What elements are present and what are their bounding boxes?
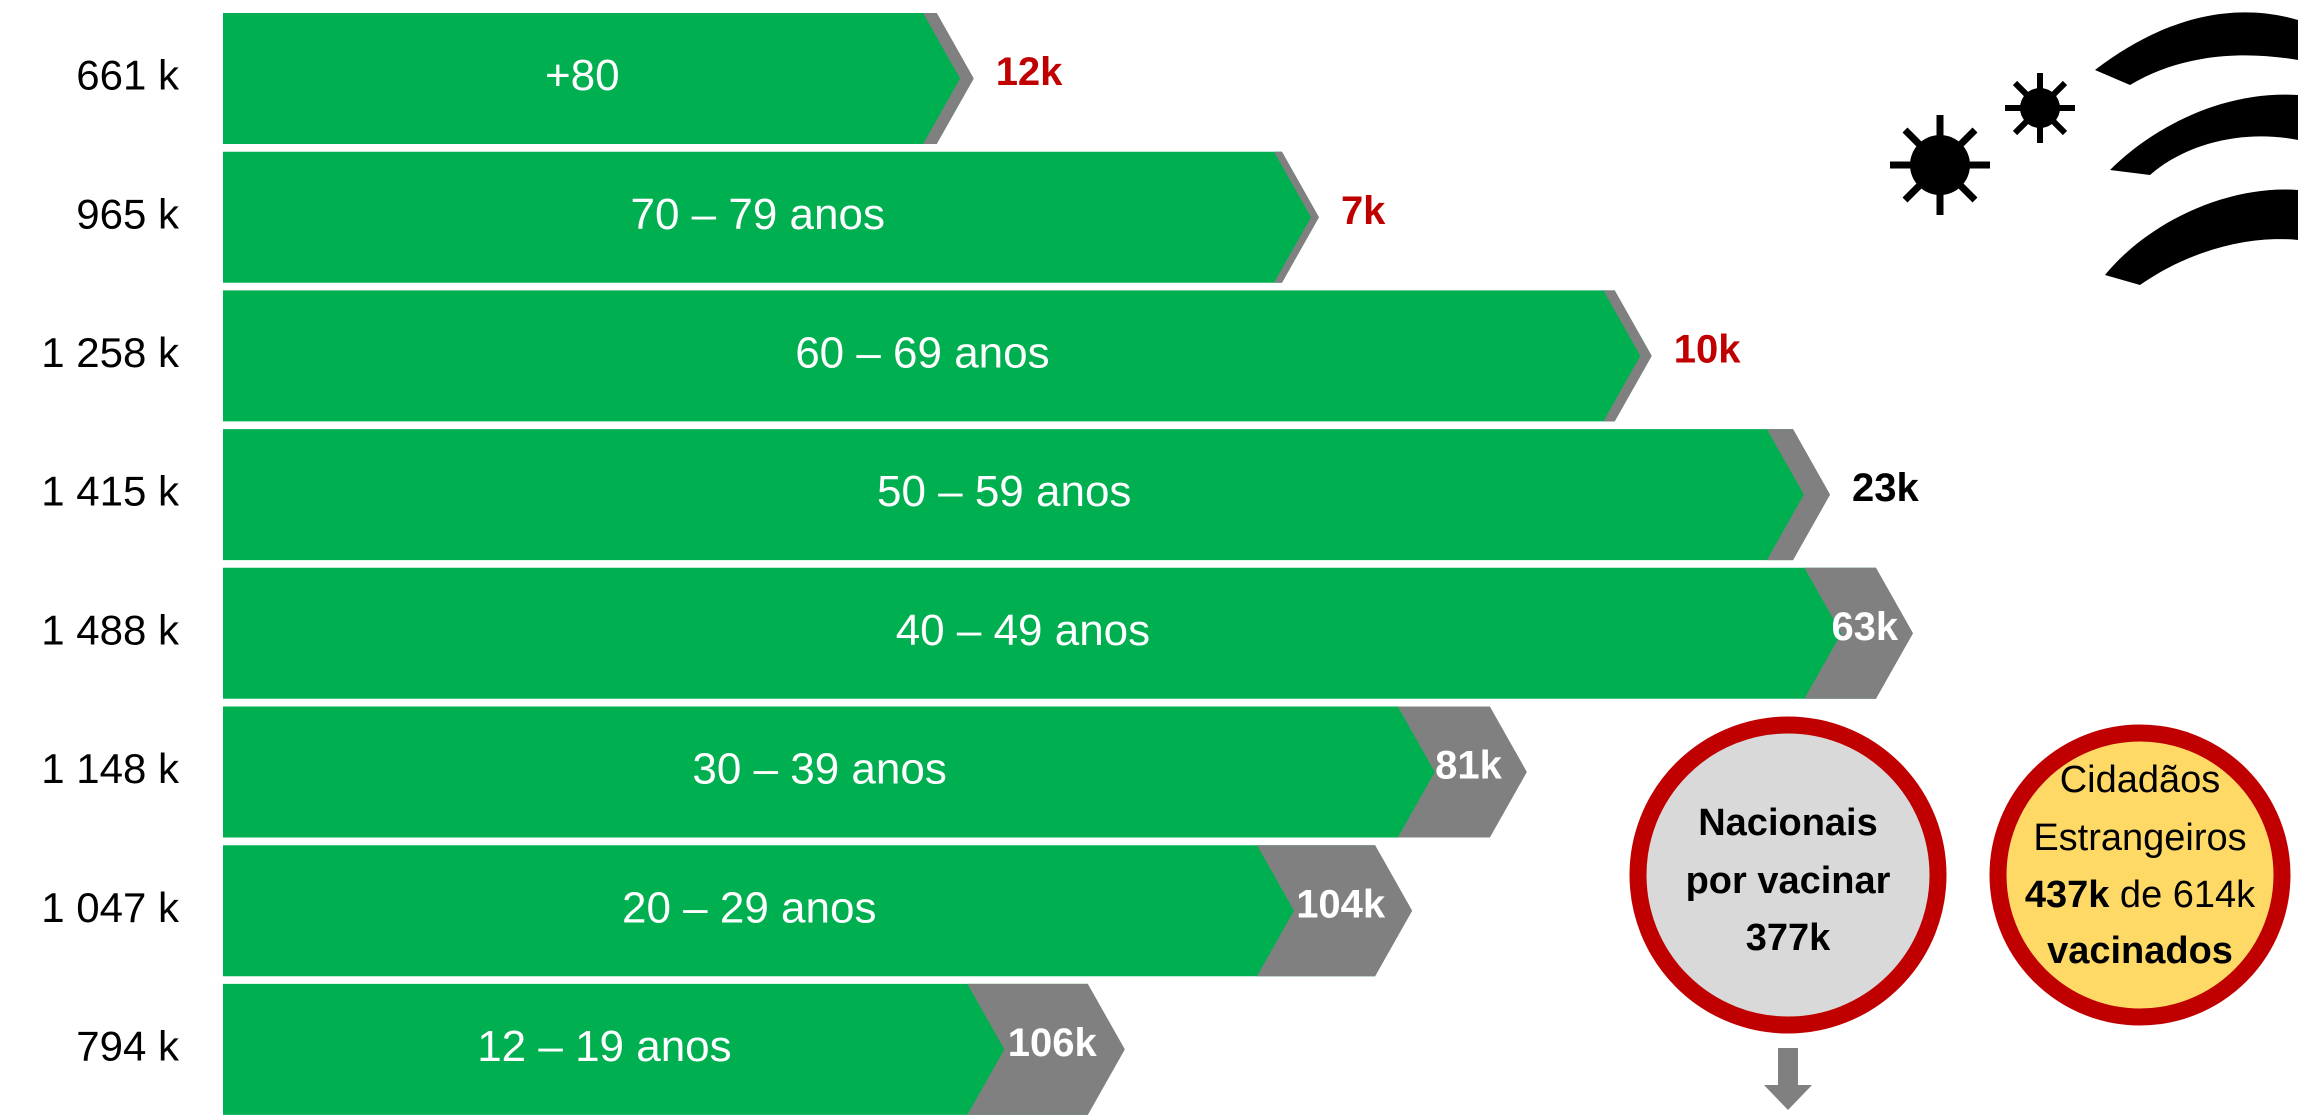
population-label: 1 258 k — [41, 329, 180, 376]
annotation-text: 377k — [1746, 917, 1831, 959]
bar-unvaccinated — [923, 13, 974, 144]
population-label: 1 488 k — [41, 606, 180, 653]
bar-unvaccinated — [1397, 706, 1527, 838]
value-label: 63k — [1831, 605, 1898, 649]
annotation-text: Estrangeiros — [2033, 817, 2246, 859]
bar — [223, 845, 1413, 977]
annotation-text: vacinados — [2047, 930, 2233, 972]
bar — [223, 983, 1125, 1115]
bar-unvaccinated — [1256, 845, 1413, 977]
bar — [223, 151, 1319, 283]
bar — [223, 13, 974, 144]
population-label: 1 415 k — [41, 468, 180, 515]
category-label: 12 – 19 anos — [477, 1022, 731, 1071]
annotation-text: Cidadãos — [2060, 759, 2221, 801]
category-label: +80 — [545, 51, 620, 100]
category-label: 70 – 79 anos — [631, 190, 885, 239]
value-label: 12k — [996, 50, 1063, 94]
decoration — [2095, 12, 2298, 285]
value-label: 7k — [1341, 189, 1386, 233]
virus-icon — [1890, 73, 2075, 215]
category-label: 40 – 49 anos — [896, 606, 1150, 655]
bar — [223, 567, 1913, 699]
annotation-rest: de 614k — [2109, 874, 2256, 916]
bar — [223, 429, 1831, 561]
category-label: 30 – 39 anos — [692, 745, 946, 794]
value-label: 23k — [1852, 466, 1919, 510]
estrangeiros-circle: Cidadãos Estrangeiros 437k de 614k vacin… — [1989, 724, 2291, 1026]
circle — [1989, 724, 2291, 1026]
circle — [1629, 716, 1947, 1034]
category-label: 50 – 59 anos — [877, 467, 1131, 516]
value-label: 10k — [1674, 327, 1741, 371]
bar-unvaccinated — [1804, 567, 1913, 699]
bar-unvaccinated — [1603, 290, 1652, 422]
population-label: 965 k — [76, 190, 180, 237]
bar — [223, 290, 1652, 422]
bars: 661 k +80 12k 965 k 70 – 79 anos 7k 1 258 k 60 … — [41, 13, 1920, 1115]
virus-icons — [1890, 12, 2298, 285]
down-arrow — [1764, 1048, 1812, 1110]
bar — [223, 706, 1527, 838]
population-label: 794 k — [76, 1022, 180, 1069]
nacionais-circle: Nacionais por vacinar 377k — [1629, 716, 1947, 1110]
value-label: 106k — [1008, 1021, 1098, 1065]
population-label: 1 047 k — [41, 884, 180, 931]
bar-unvaccinated — [967, 983, 1125, 1115]
annotation-text: por vacinar — [1686, 860, 1891, 902]
value-label: 81k — [1435, 744, 1502, 788]
population-label: 1 148 k — [41, 745, 180, 792]
annotation-bold: 437k — [2025, 874, 2110, 916]
annotation-text: Nacionais — [1698, 802, 1878, 844]
bar-unvaccinated — [1274, 151, 1319, 283]
bar-unvaccinated — [1766, 429, 1831, 561]
category-label: 20 – 29 anos — [622, 883, 876, 932]
category-label: 60 – 69 anos — [795, 329, 1049, 378]
population-label: 661 k — [76, 52, 180, 99]
annotation-text: 437k de 614k — [2025, 874, 2256, 916]
value-label: 104k — [1296, 882, 1386, 926]
